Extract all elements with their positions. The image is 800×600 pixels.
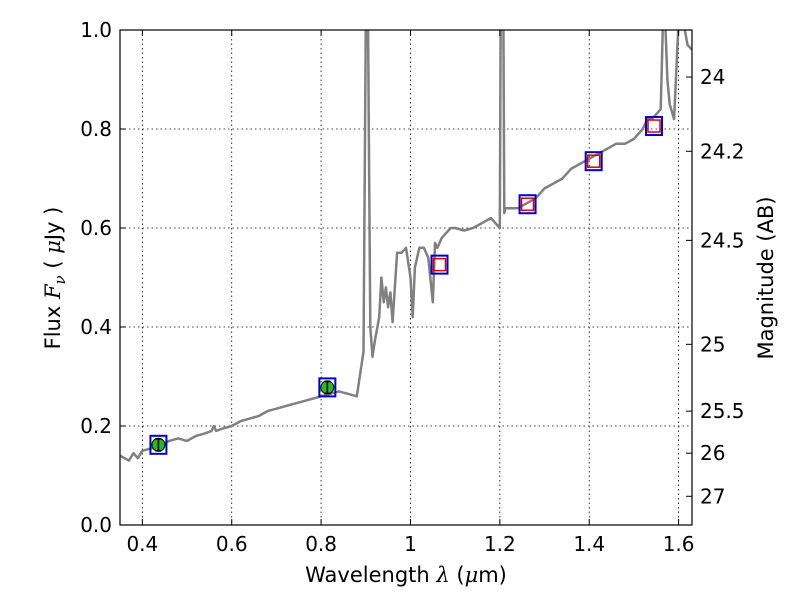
- photometry-point: [318, 377, 337, 398]
- x-tick-label: 1.2: [484, 532, 516, 556]
- y-tick-label: 0.0: [80, 513, 112, 537]
- model-flux-marker: [520, 197, 535, 211]
- y-axis-label: Flux Fν ( μJy ): [41, 207, 69, 350]
- spectrum-layer: [120, 30, 692, 462]
- model-flux-marker: [432, 257, 447, 272]
- right-tick-label: 24: [700, 65, 725, 89]
- y-tick-label: 0.2: [80, 414, 112, 438]
- right-tick-label: 26: [700, 441, 725, 465]
- filter-box-marker: [584, 151, 603, 172]
- x-tick-label: 1.4: [573, 532, 605, 556]
- x-tick-label: 0.4: [126, 532, 158, 556]
- plot-frame: [119, 29, 693, 526]
- photometry-point: [518, 194, 537, 215]
- x-tick-label: 0.8: [305, 532, 337, 556]
- filter-box-marker: [518, 194, 537, 215]
- y-tick-label: 0.6: [80, 216, 112, 240]
- filter-box-marker: [430, 254, 449, 275]
- spectrum-line: [120, 30, 692, 462]
- y-right-axis-label: Magnitude (AB): [754, 196, 778, 359]
- filter-box-marker: [645, 116, 664, 137]
- right-tick-label: 25: [700, 332, 725, 356]
- photometry-layer: [149, 116, 664, 455]
- right-tick-label: 25.5: [700, 399, 745, 423]
- model-flux-marker: [586, 154, 601, 168]
- filter-box-marker: [318, 377, 337, 398]
- y-tick-label: 0.8: [80, 117, 112, 141]
- y-tick-label: 1.0: [80, 18, 112, 42]
- axis-ticks: 0.4 0.6 0.8 1 1.2 1.4 1.6 0.0 0.2 0.4 0.6 0.8 1.0 24 2…: [80, 18, 744, 556]
- x-axis-label: Wavelength λ (μm): [305, 563, 507, 587]
- photometry-point: [645, 116, 664, 137]
- photometry-point: [584, 151, 603, 172]
- grid-lines: [120, 30, 692, 525]
- right-tick-label: 27: [700, 484, 725, 508]
- photometry-point: [149, 434, 168, 455]
- photometry-point: [430, 254, 449, 275]
- right-tick-label: 24.5: [700, 228, 745, 252]
- x-tick-label: 1.6: [663, 532, 695, 556]
- x-tick-label: 1: [404, 532, 417, 556]
- filter-box-marker: [149, 434, 168, 455]
- right-tick-label: 24.2: [700, 139, 745, 163]
- model-flux-marker: [647, 119, 661, 133]
- x-tick-label: 0.6: [216, 532, 248, 556]
- y-tick-label: 0.4: [80, 315, 112, 339]
